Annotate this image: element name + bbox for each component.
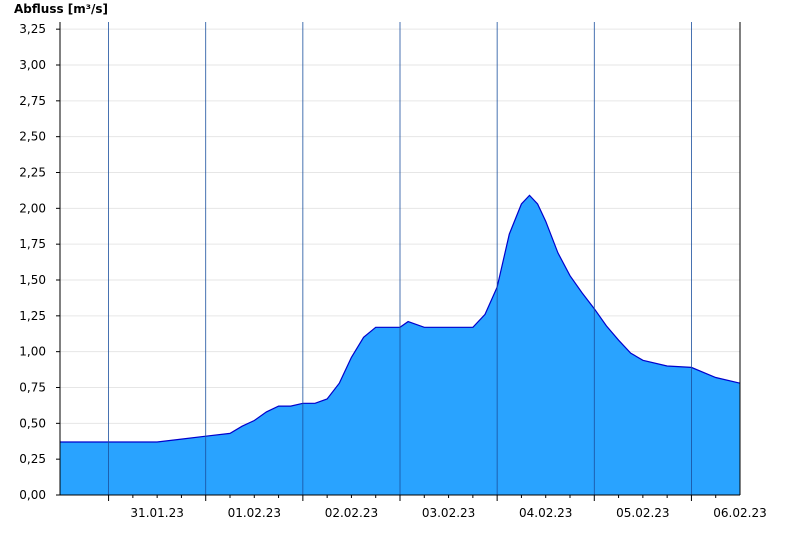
y-tick-label: 0,75	[19, 381, 46, 395]
y-tick-label: 1,00	[19, 345, 46, 359]
y-tick-label: 2,00	[19, 201, 46, 215]
x-tick-label: 04.02.23	[519, 506, 572, 520]
x-tick-label: 06.02.23	[713, 506, 766, 520]
y-tick-label: 1,75	[19, 237, 46, 251]
y-tick-label: 0,00	[19, 488, 46, 502]
x-tick-label: 02.02.23	[325, 506, 378, 520]
y-tick-label: 2,75	[19, 94, 46, 108]
axes	[56, 22, 741, 501]
y-tick-label: 0,50	[19, 416, 46, 430]
y-tick-label: 3,25	[19, 22, 46, 36]
y-axis-title: Abfluss [m³/s]	[14, 2, 108, 16]
x-tick-label: 03.02.23	[422, 506, 475, 520]
y-tick-labels: 0,00 0,25 0,50 0,75 1,00 1,25 1,50 1,75 2,00 2,25…	[19, 22, 46, 502]
area-outline	[60, 194, 741, 443]
y-tick-label: 1,25	[19, 309, 46, 323]
y-tick-label: 2,25	[19, 166, 46, 180]
x-tick-label: 05.02.23	[616, 506, 669, 520]
day-separators	[108, 22, 692, 495]
y-tick-label: 2,50	[19, 130, 46, 144]
y-tick-label: 3,00	[19, 58, 46, 72]
x-tick-labels: 31.01.23 01.02.23 02.02.23 03.02.23 04.02.23…	[130, 506, 766, 520]
y-tick-label: 0,25	[19, 452, 46, 466]
x-tick-label: 31.01.23	[130, 506, 183, 520]
x-tick-label: 01.02.23	[228, 506, 281, 520]
y-tick-label: 1,50	[19, 273, 46, 287]
